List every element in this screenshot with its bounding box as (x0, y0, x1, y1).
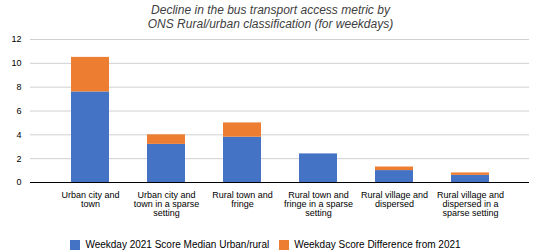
svg-text:Rural town andfringe: Rural town andfringe (212, 190, 273, 209)
svg-text:0: 0 (16, 177, 21, 187)
svg-text:Urban city andtown: Urban city andtown (61, 190, 119, 209)
svg-text:10: 10 (11, 58, 21, 68)
svg-text:Rural town andfringe in a spar: Rural town andfringe in a sparsesetting (284, 190, 353, 218)
html-text:Decline in the bus transport a: Decline in the bus transport access metr… (147, 3, 394, 31)
html-text:Weekday 2021 Score Median Urba: Weekday 2021 Score Median Urban/rural (85, 239, 270, 250)
svg-text:12: 12 (11, 34, 21, 44)
svg-text:4: 4 (16, 130, 21, 140)
svg-text:Urban city andtown in a sparse: Urban city andtown in a sparsesetting (134, 190, 200, 218)
svg-text:8: 8 (16, 82, 21, 92)
svg-text:Rural village anddispersed: Rural village anddispersed (361, 190, 428, 209)
html-text:Weekday Score Difference from: Weekday Score Difference from 2021 (294, 239, 461, 250)
svg-text:2: 2 (16, 154, 21, 164)
svg-text:6: 6 (16, 106, 21, 116)
svg-text:Rural village anddispersed in: Rural village anddispersed in asparse se… (437, 190, 504, 218)
